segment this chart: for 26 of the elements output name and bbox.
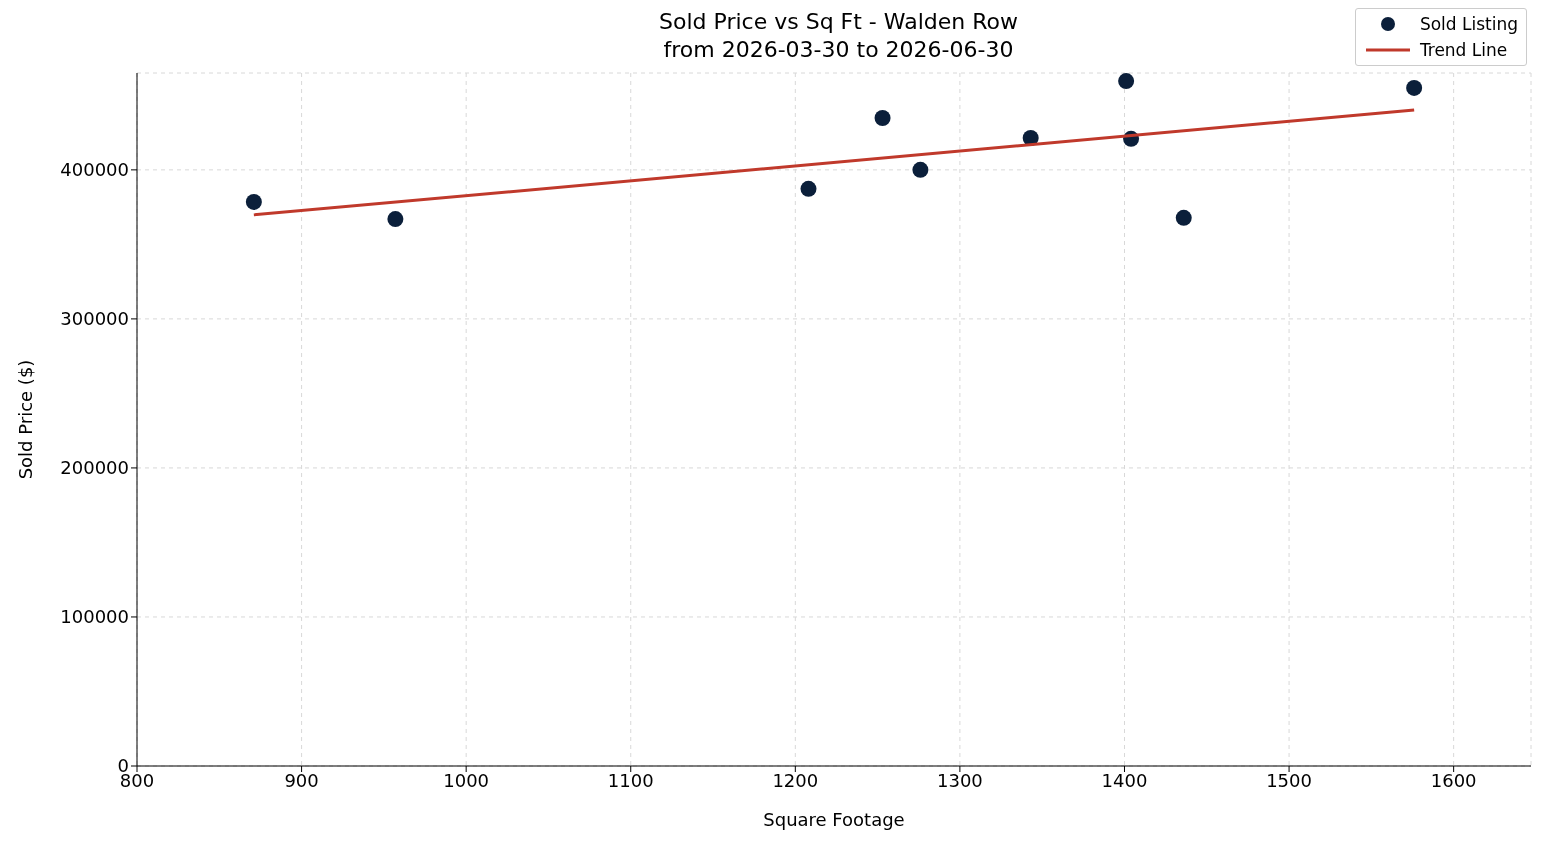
x-tick-label: 1300 xyxy=(937,769,983,791)
y-tick-label: 200000 xyxy=(60,457,129,479)
point xyxy=(912,161,929,178)
point xyxy=(800,180,817,197)
legend-label: Trend Line xyxy=(1419,40,1508,60)
x-tick-label: 1200 xyxy=(772,769,819,791)
y-axis-title: Sold Price ($) xyxy=(15,359,37,480)
point xyxy=(874,110,891,127)
y-tick-label: 300000 xyxy=(60,308,129,330)
point xyxy=(1406,79,1423,96)
point xyxy=(387,211,404,228)
chart-subtitle: from 2026-03-30 to 2026-06-30 xyxy=(663,37,1014,62)
y-tick-label: 100000 xyxy=(60,606,129,628)
x-tick-label: 900 xyxy=(284,769,319,791)
point xyxy=(1118,73,1135,90)
point xyxy=(245,193,262,210)
y-tick-label: 400000 xyxy=(60,159,129,181)
chart-title: Sold Price vs Sq Ft - Walden Row xyxy=(659,9,1018,34)
x-tick-label: 1500 xyxy=(1266,769,1312,791)
point xyxy=(1175,209,1192,226)
x-axis-title: Square Footage xyxy=(763,809,905,830)
legend-label: Sold Listing xyxy=(1419,14,1518,34)
x-tick-label: 1600 xyxy=(1430,769,1477,791)
x-tick-label: 1000 xyxy=(443,769,490,791)
x-tick-label: 1100 xyxy=(607,769,654,791)
x-tick-label: 1400 xyxy=(1101,769,1148,791)
